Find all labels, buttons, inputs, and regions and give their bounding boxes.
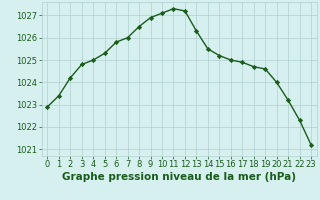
X-axis label: Graphe pression niveau de la mer (hPa): Graphe pression niveau de la mer (hPa) [62,172,296,182]
